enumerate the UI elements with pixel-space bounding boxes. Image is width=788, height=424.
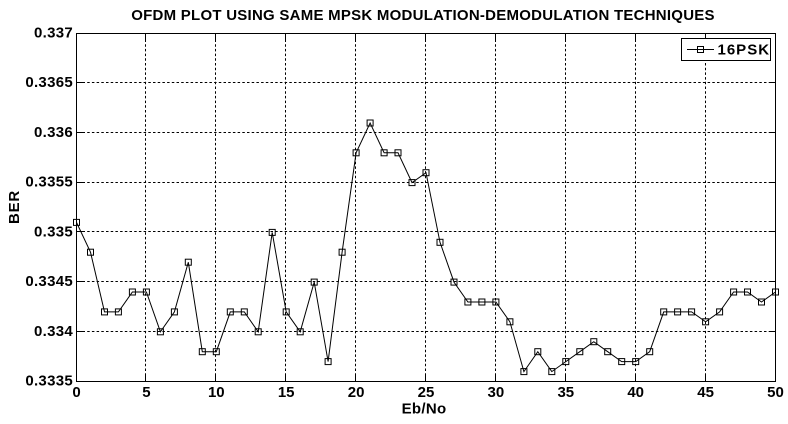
svg-text:Eb/No: Eb/No (402, 401, 447, 418)
svg-text:BER: BER (6, 190, 23, 224)
svg-text:45: 45 (697, 384, 714, 401)
svg-text:15: 15 (278, 384, 295, 401)
svg-text:50: 50 (767, 384, 784, 401)
svg-text:35: 35 (557, 384, 574, 401)
svg-text:0.3335: 0.3335 (25, 373, 73, 390)
svg-text:0: 0 (72, 384, 80, 401)
svg-text:0.3355: 0.3355 (25, 174, 73, 191)
svg-text:0.3365: 0.3365 (25, 74, 73, 91)
svg-text:5: 5 (142, 384, 150, 401)
svg-text:16PSK: 16PSK (718, 42, 771, 59)
svg-text:25: 25 (418, 384, 435, 401)
svg-text:20: 20 (348, 384, 365, 401)
svg-text:30: 30 (488, 384, 505, 401)
svg-text:0.334: 0.334 (34, 323, 73, 340)
svg-text:10: 10 (208, 384, 225, 401)
svg-text:0.336: 0.336 (34, 124, 73, 141)
svg-text:0.335: 0.335 (34, 223, 73, 240)
svg-text:0.3345: 0.3345 (25, 273, 73, 290)
svg-text:OFDM PLOT USING SAME MPSK MODU: OFDM PLOT USING SAME MPSK MODULATION-DEM… (131, 7, 715, 24)
svg-text:40: 40 (627, 384, 644, 401)
svg-text:0.337: 0.337 (34, 25, 73, 42)
